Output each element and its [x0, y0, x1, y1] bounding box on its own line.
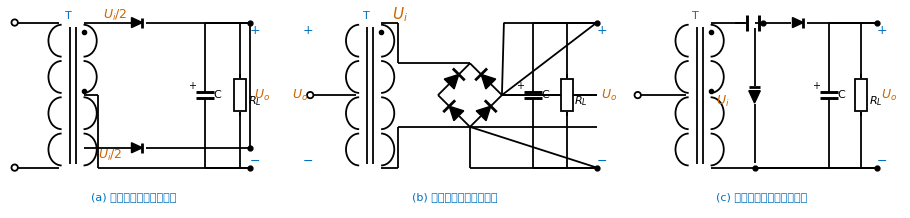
Text: −: − [303, 155, 313, 168]
Text: +: + [250, 24, 260, 37]
Text: $R_L$: $R_L$ [868, 94, 882, 108]
Text: (c) 二倍压整流电容滤波电路: (c) 二倍压整流电容滤波电路 [716, 192, 807, 203]
Text: $R_L$: $R_L$ [248, 94, 261, 108]
Polygon shape [793, 17, 804, 27]
Polygon shape [749, 91, 760, 103]
Text: $U_o$: $U_o$ [601, 88, 617, 103]
Text: +: + [596, 24, 607, 37]
Text: −: − [250, 155, 260, 168]
Text: C: C [214, 90, 221, 100]
Text: −: − [597, 155, 607, 168]
Text: $U_i/2$: $U_i/2$ [103, 8, 126, 23]
Text: $U_o$: $U_o$ [254, 88, 270, 103]
Text: C: C [541, 90, 549, 100]
Text: +: + [813, 81, 821, 91]
Text: $U_o$: $U_o$ [881, 88, 897, 103]
Text: −: − [877, 155, 887, 168]
Polygon shape [444, 74, 459, 89]
Text: (a) 全波整流电容滤波电路: (a) 全波整流电容滤波电路 [91, 192, 177, 203]
Polygon shape [131, 143, 142, 153]
Text: C: C [837, 90, 845, 100]
Polygon shape [476, 106, 490, 121]
Text: +: + [188, 81, 197, 91]
Text: +: + [303, 24, 314, 37]
Text: $U_i/2$: $U_i/2$ [97, 148, 122, 163]
Bar [855, 79, 867, 111]
Text: $U_i$: $U_i$ [392, 5, 409, 24]
Bar [235, 79, 247, 111]
Bar [561, 79, 572, 111]
Text: T: T [363, 11, 369, 20]
Text: $U_o$: $U_o$ [292, 88, 308, 103]
Polygon shape [131, 17, 142, 27]
Text: $U_i$: $U_i$ [715, 94, 729, 109]
Text: $R_L$: $R_L$ [574, 94, 588, 108]
Text: T: T [66, 11, 72, 20]
Polygon shape [481, 74, 496, 89]
Text: (b) 桥式整流电容滤波电路: (b) 桥式整流电容滤波电路 [412, 192, 498, 203]
Polygon shape [450, 106, 464, 121]
Text: +: + [877, 24, 887, 37]
Text: +: + [516, 81, 524, 91]
Text: T: T [693, 11, 699, 20]
